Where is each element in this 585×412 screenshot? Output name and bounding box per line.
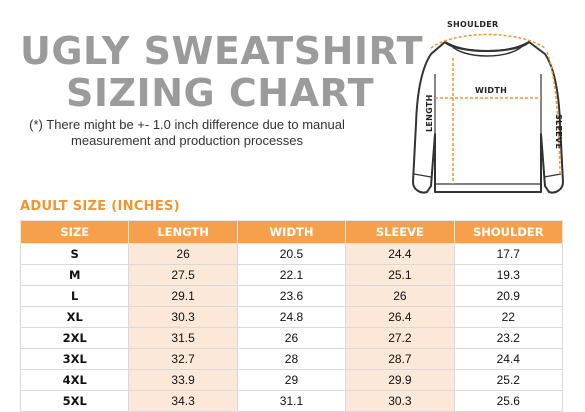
title-line-1: UGLY SWEATSHIRT: [20, 29, 423, 73]
shoulder-cell: 25.2: [453, 369, 564, 391]
table-row: 5XL 34.3 31.1 30.3 25.6: [19, 390, 564, 412]
length-cell: 30.3: [128, 306, 238, 328]
measurement-note: (*) There might be +- 1.0 inch differenc…: [29, 117, 345, 148]
width-cell: 20.5: [236, 243, 347, 265]
size-cell: L: [19, 285, 130, 307]
shoulder-label: SHOULDER: [447, 20, 499, 29]
table-row: 2XL 31.5 26 27.2 23.2: [19, 327, 564, 349]
width-cell: 26: [236, 327, 347, 349]
table-row: XL 30.3 24.8 26.4 22: [19, 306, 564, 328]
length-cell: 31.5: [128, 327, 238, 349]
size-cell: S: [19, 243, 130, 265]
length-cell: 27.5: [128, 264, 238, 286]
shoulder-cell: 23.2: [453, 327, 564, 349]
size-cell: 5XL: [19, 390, 130, 412]
sleeve-cell: 28.7: [345, 348, 455, 370]
shoulder-cell: 24.4: [453, 348, 564, 370]
size-cell: 4XL: [19, 369, 130, 391]
header-size: SIZE: [19, 220, 130, 244]
length-cell: 26: [128, 243, 238, 265]
width-cell: 31.1: [236, 390, 347, 412]
length-cell: 33.9: [128, 369, 238, 391]
sleeve-measure-line: [546, 51, 561, 175]
width-cell: 24.8: [236, 306, 347, 328]
sweatshirt-diagram: SHOULDER WIDTH LENGTH SLEEVE: [395, 14, 580, 204]
width-cell: 28: [236, 348, 347, 370]
sleeve-cell: 25.1: [345, 264, 455, 286]
table-header-row: SIZE LENGTH WIDTH SLEEVE SHOULDER: [19, 220, 564, 244]
shoulder-cell: 20.9: [453, 285, 564, 307]
length-cell: 29.1: [128, 285, 238, 307]
table-row: 3XL 32.7 28 28.7 24.4: [19, 348, 564, 370]
table-row: 4XL 33.9 29 29.9 25.2: [19, 369, 564, 391]
section-title: ADULT SIZE (INCHES): [20, 199, 180, 214]
sleeve-cell: 27.2: [345, 327, 455, 349]
size-table: SIZE LENGTH WIDTH SLEEVE SHOULDER S 26 2…: [19, 220, 564, 412]
size-cell: M: [19, 264, 130, 286]
shoulder-measure-line: [430, 33, 546, 49]
title-line-2: SIZING CHART: [66, 71, 374, 115]
sweatshirt-icon: [412, 33, 564, 194]
sleeve-cell: 30.3: [345, 390, 455, 412]
width-cell: 23.6: [236, 285, 347, 307]
table-row: M 27.5 22.1 25.1 19.3: [19, 264, 564, 286]
header-length: LENGTH: [128, 220, 238, 244]
size-cell: 2XL: [19, 327, 130, 349]
table-row: S 26 20.5 24.4 17.7: [19, 243, 564, 265]
sleeve-cell: 29.9: [345, 369, 455, 391]
sleeve-cell: 26.4: [345, 306, 455, 328]
length-cell: 34.3: [128, 390, 238, 412]
header-sleeve: SLEEVE: [345, 220, 455, 244]
header-shoulder: SHOULDER: [453, 220, 564, 244]
shoulder-cell: 22: [453, 306, 564, 328]
width-label: WIDTH: [475, 86, 508, 95]
sleeve-cell: 24.4: [345, 243, 455, 265]
shoulder-cell: 17.7: [453, 243, 564, 265]
shoulder-cell: 25.6: [453, 390, 564, 412]
shoulder-cell: 19.3: [453, 264, 564, 286]
sleeve-label: SLEEVE: [554, 114, 563, 150]
size-cell: 3XL: [19, 348, 130, 370]
table-row: L 29.1 23.6 26 20.9: [19, 285, 564, 307]
sleeve-cell: 26: [345, 285, 455, 307]
header-width: WIDTH: [236, 220, 347, 244]
chart-title: UGLY SWEATSHIRT SIZING CHART: [20, 29, 423, 115]
length-cell: 32.7: [128, 348, 238, 370]
size-cell: XL: [19, 306, 130, 328]
length-label: LENGTH: [425, 94, 434, 132]
width-cell: 22.1: [236, 264, 347, 286]
width-cell: 29: [236, 369, 347, 391]
